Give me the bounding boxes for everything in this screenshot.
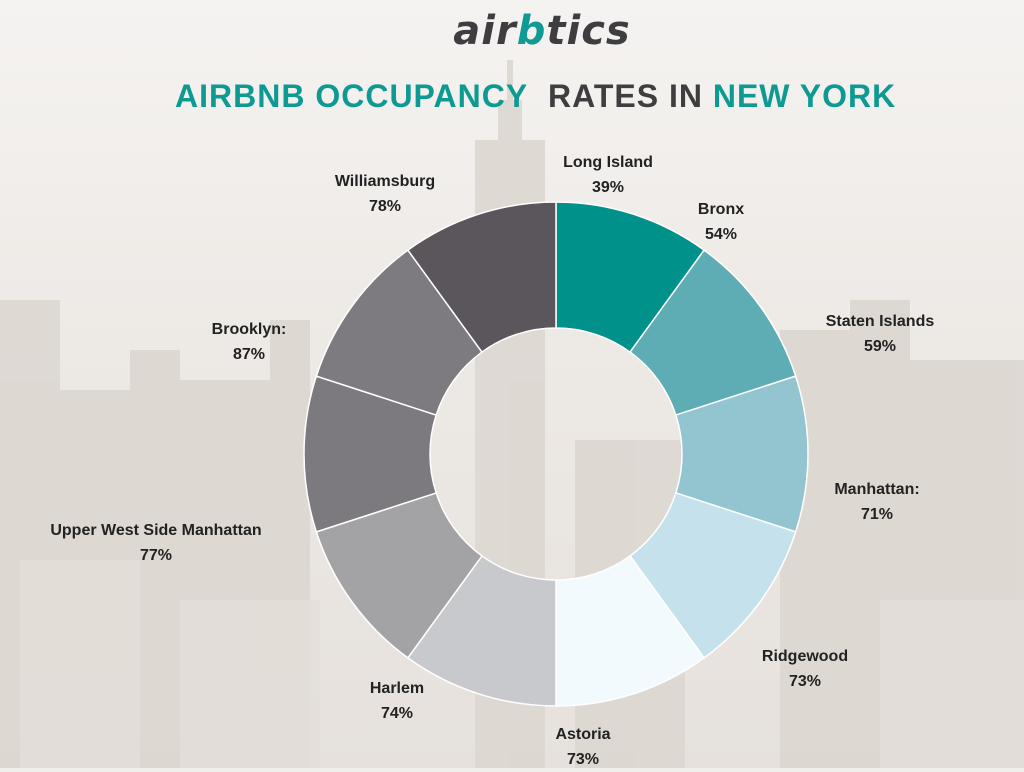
airbtics-logo: airbtics [453, 8, 631, 54]
slice-label-brooklyn: Brooklyn: 87% [212, 317, 287, 367]
slice-label-value: 39% [591, 179, 625, 196]
slice-label-name: Harlem [369, 680, 425, 697]
slice-label-name: Upper West Side Manhattan [50, 522, 262, 539]
slice-label-name: Williamsburg [334, 173, 436, 190]
slice-label-long-island: Long Island 39% [563, 150, 653, 200]
slice-label-ridgewood: Ridgewood 73% [762, 644, 848, 694]
slice-label-value: 71% [860, 506, 894, 523]
slice-label-manhattan: Manhattan: 71% [834, 477, 919, 527]
slice-label-value: 59% [863, 338, 897, 355]
slice-label-value: 87% [232, 346, 266, 363]
slice-label-harlem: Harlem 74% [370, 676, 424, 726]
slice-label-staten-islands: Staten Islands 59% [826, 309, 934, 359]
slice-label-name: Ridgewood [761, 648, 849, 665]
slice-label-name: Long Island [563, 154, 653, 171]
slice-label-name: Manhattan: [834, 481, 920, 498]
slice-label-williamsburg: Williamsburg 78% [335, 169, 435, 219]
slice-label-value: 73% [566, 751, 600, 768]
slice-label-name: Brooklyn: [211, 321, 287, 338]
slice-label-value: 77% [139, 547, 173, 564]
slice-label-name: Staten Islands [825, 313, 935, 330]
slice-label-value: 74% [380, 705, 414, 722]
house-logo-icon: b [516, 8, 547, 54]
slice-label-name: Bronx [697, 201, 745, 218]
slice-label-value: 78% [368, 198, 402, 215]
slice-label-bronx: Bronx 54% [698, 197, 744, 247]
slice-williamsburg [406, 201, 557, 354]
slice-label-astoria: Astoria 73% [555, 722, 610, 772]
slice-label-value: 54% [704, 226, 738, 243]
slice-label-name: Astoria [555, 726, 611, 743]
slice-label-value: 73% [788, 673, 822, 690]
slice-label-upper-west-side-manhattan: Upper West Side Manhattan 77% [50, 518, 261, 568]
page-title: AIRBNB OCCUPANCY RATES IN NEW YORK [175, 78, 897, 114]
